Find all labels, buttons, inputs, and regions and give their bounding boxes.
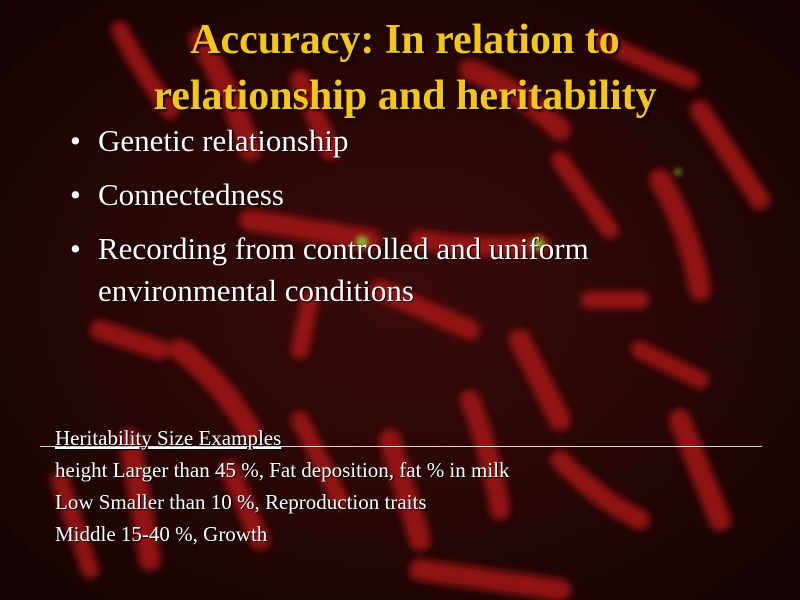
bullet-icon: • xyxy=(70,123,81,158)
title-line-2: relationship and heritability xyxy=(153,73,657,119)
bullet-text: Connectedness xyxy=(98,177,284,212)
bullet-item: • Genetic relationship xyxy=(70,120,710,162)
bullet-item: • Connectedness xyxy=(70,174,710,216)
bullet-icon: • xyxy=(70,231,81,266)
bullet-list: • Genetic relationship • Connectedness •… xyxy=(70,120,710,324)
title-line-1: Accuracy: In relation to xyxy=(190,17,620,63)
heritability-table: Heritability Size Examples height Larger… xyxy=(55,422,765,550)
bullet-item: • Recording from controlled and uniform … xyxy=(70,228,710,312)
table-header: Heritability Size Examples xyxy=(55,426,282,450)
table-row: height Larger than 45 %, Fat deposition,… xyxy=(55,458,510,482)
bullet-text: Recording from controlled and uniform xyxy=(98,231,589,266)
slide-title: Accuracy: In relation to relationship an… xyxy=(40,12,770,124)
bullet-icon: • xyxy=(70,177,81,212)
table-row: Middle 15-40 %, Growth xyxy=(55,522,268,546)
table-header-divider xyxy=(40,446,762,447)
table-row: Low Smaller than 10 %, Reproduction trai… xyxy=(55,490,427,514)
bullet-text: Genetic relationship xyxy=(98,123,349,158)
bullet-text-continuation: environmental conditions xyxy=(98,273,414,308)
